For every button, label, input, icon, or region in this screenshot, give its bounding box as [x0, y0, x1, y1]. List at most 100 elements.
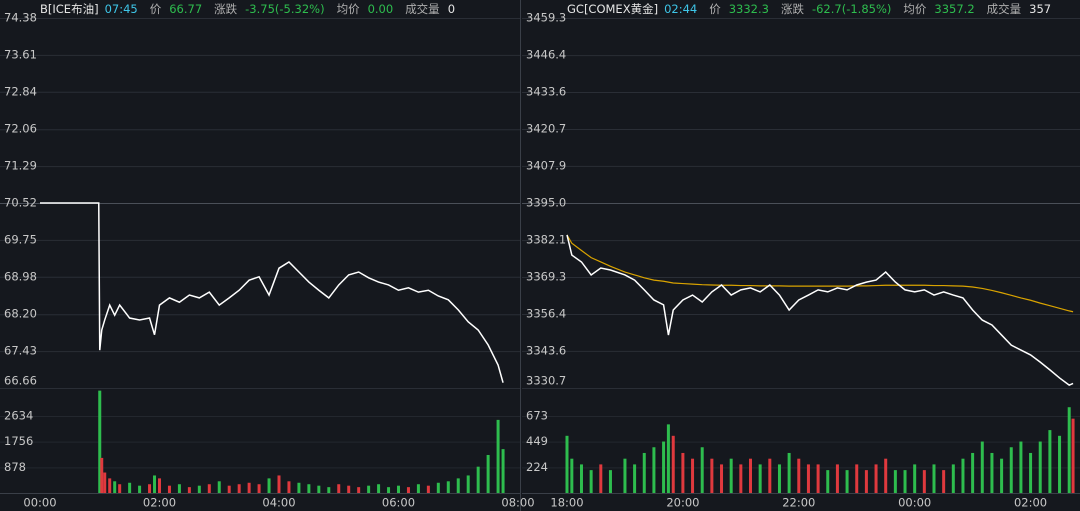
y-tick-label: 70.52 — [4, 196, 37, 210]
instrument-name: B[ICE布油] — [40, 2, 99, 16]
volume-tick-label: 878 — [4, 460, 26, 474]
field-value: -3.75(-5.32%) — [245, 2, 324, 16]
y-tick-label: 68.20 — [4, 307, 37, 321]
volume-bar — [108, 478, 112, 493]
volume-bar — [277, 475, 281, 493]
volume-bar — [406, 487, 410, 493]
y-tick-label: 73.61 — [4, 47, 37, 61]
y-tick-label: 72.84 — [4, 84, 37, 98]
volume-bar — [486, 454, 490, 493]
volume-tick-label: 224 — [526, 460, 548, 474]
y-tick-label: 67.43 — [4, 344, 37, 358]
volume-bar — [768, 458, 772, 493]
volume-bar — [257, 484, 261, 493]
volume-bar — [1000, 458, 1004, 493]
y-tick-label: 3369.3 — [526, 269, 566, 283]
volume-bar — [297, 482, 301, 493]
volume-bar — [826, 470, 830, 493]
volume-bar — [884, 458, 888, 493]
y-tick-label: 3407.9 — [526, 158, 566, 172]
volume-bar — [287, 481, 291, 493]
volume-bar — [951, 464, 955, 493]
volume-tick-label: 673 — [526, 409, 548, 423]
volume-bar — [446, 481, 450, 493]
volume-bar — [426, 485, 430, 493]
y-tick-label: 74.38 — [4, 11, 37, 25]
volume-bar — [327, 487, 331, 493]
volume-bar — [1009, 447, 1013, 493]
y-tick-label: 66.66 — [4, 374, 37, 388]
volume-bar — [662, 441, 666, 493]
field-label: 均价 — [903, 2, 926, 16]
volume-bar — [128, 482, 132, 493]
volume-bar — [466, 475, 470, 493]
volume-bar — [1067, 407, 1071, 493]
volume-bar — [337, 484, 341, 493]
volume-bar — [922, 470, 926, 493]
volume-bar — [720, 464, 724, 493]
y-tick-label: 3420.7 — [526, 122, 566, 136]
price-line — [566, 234, 1074, 386]
volume-bar — [806, 464, 810, 493]
volume-bar — [893, 470, 897, 493]
volume-bar — [237, 484, 241, 493]
field-value: 3357.2 — [934, 2, 974, 16]
volume-bar — [932, 464, 936, 493]
y-tick-label: 69.75 — [4, 232, 37, 246]
volume-bar — [599, 464, 603, 493]
volume-bar — [377, 484, 381, 493]
field-label: 成交量 — [405, 2, 440, 16]
x-tick-label: 02:00 — [143, 496, 176, 510]
field-value: -62.7(-1.85%) — [812, 2, 891, 16]
volume-bar — [903, 470, 907, 493]
volume-bar — [501, 449, 505, 493]
volume-bar — [633, 464, 637, 493]
volume-bar — [980, 441, 984, 493]
volume-bar — [855, 464, 859, 493]
volume-bar — [416, 484, 420, 493]
volume-tick-label: 1756 — [4, 434, 33, 448]
volume-bar — [700, 447, 704, 493]
volume-bar — [217, 481, 221, 493]
volume-bar — [787, 452, 791, 493]
volume-bar — [148, 484, 152, 493]
volume-bar — [729, 458, 733, 493]
volume-bar — [666, 424, 670, 493]
field-label: 成交量 — [987, 2, 1022, 16]
quote-time: 02:44 — [664, 2, 697, 16]
y-tick-label: 68.98 — [4, 269, 37, 283]
volume-bar — [589, 470, 593, 493]
volume-bar — [748, 458, 752, 493]
volume-tick-label: 449 — [526, 434, 548, 448]
volume-bar — [961, 458, 965, 493]
volume-bar — [207, 484, 211, 493]
volume-bar — [367, 485, 371, 493]
x-tick-label: 00:00 — [898, 496, 931, 510]
x-tick-label: 22:00 — [782, 496, 815, 510]
volume-bar — [496, 419, 500, 493]
volume-bar — [456, 478, 460, 493]
volume-bar — [1019, 441, 1023, 493]
volume-bar — [197, 485, 201, 493]
volume-bar — [623, 458, 627, 493]
volume-tick-label: 2634 — [4, 408, 33, 422]
volume-bar — [691, 458, 695, 493]
volume-bar — [642, 452, 646, 493]
field-label: 价 — [709, 2, 721, 16]
field-label: 涨跌 — [781, 2, 804, 16]
volume-bar — [1029, 452, 1033, 493]
x-tick-label: 04:00 — [262, 496, 295, 510]
y-tick-label: 3356.4 — [526, 307, 566, 321]
volume-bar — [758, 464, 762, 493]
header: B[ICE布油] 07:45 价 66.77 涨跌 -3.75(-5.32%) 均价 0.00… — [40, 2, 455, 16]
volume-bar — [227, 485, 231, 493]
quote-time: 07:45 — [105, 2, 138, 16]
x-tick-label: 00:00 — [23, 496, 56, 510]
volume-bar — [864, 470, 868, 493]
volume-bar — [739, 464, 743, 493]
volume-bar — [118, 484, 122, 493]
volume-bar — [913, 464, 917, 493]
x-tick-label: 08:00 — [501, 496, 534, 510]
